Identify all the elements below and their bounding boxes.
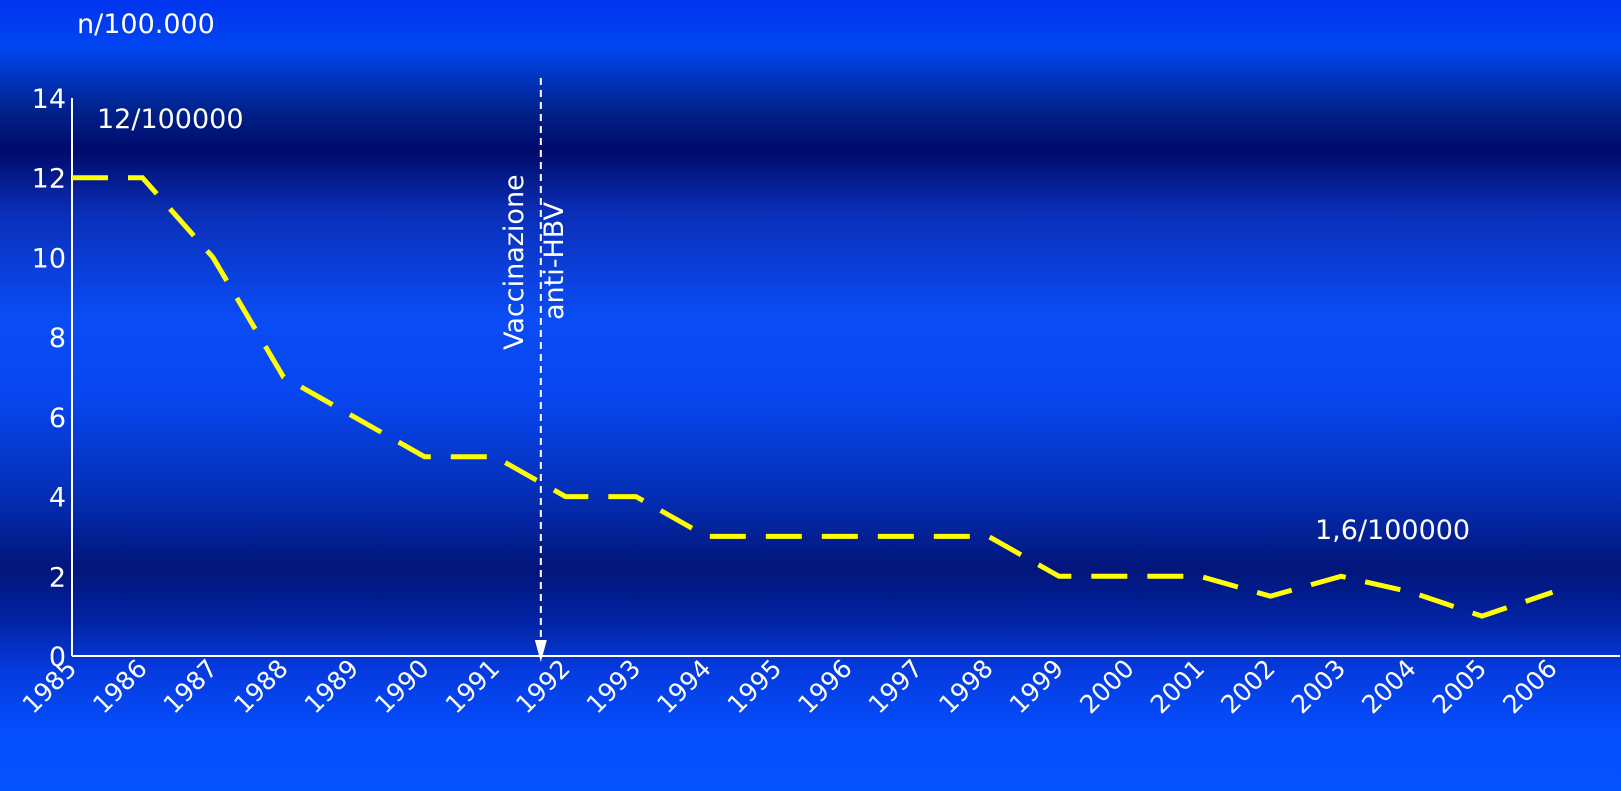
x-tick-label: 2006 bbox=[1497, 654, 1562, 719]
vaccination-marker: Vaccinazione anti-HBV bbox=[499, 78, 570, 662]
x-tick-label: 1993 bbox=[581, 654, 646, 719]
x-tick-label: 1998 bbox=[933, 654, 998, 719]
end-value-label: 1,6/100000 bbox=[1315, 515, 1470, 546]
x-tick-label: 1987 bbox=[158, 654, 223, 719]
start-value-label: 12/100000 bbox=[97, 104, 244, 135]
x-tick-label: 2001 bbox=[1145, 654, 1210, 719]
x-tick-label: 2003 bbox=[1286, 654, 1351, 719]
x-tick-label: 2002 bbox=[1215, 654, 1280, 719]
x-tick-label: 2004 bbox=[1356, 654, 1421, 719]
x-tick-label: 1995 bbox=[722, 654, 787, 719]
x-tick-label: 1994 bbox=[651, 654, 716, 719]
x-tick-label: 1992 bbox=[510, 654, 575, 719]
y-tick-label: 2 bbox=[49, 562, 66, 593]
x-tick-label: 1986 bbox=[87, 654, 152, 719]
x-tick-label: 2005 bbox=[1427, 654, 1492, 719]
y-tick-label: 4 bbox=[49, 483, 66, 514]
y-tick-label: 0 bbox=[49, 642, 66, 673]
x-axis-ticks: 1985 1986 1987 1988 1989 1990 1991 1992 1993 1994… bbox=[17, 654, 1563, 719]
x-tick-label: 1996 bbox=[792, 654, 857, 719]
x-tick-label: 1989 bbox=[299, 654, 364, 719]
y-tick-label: 14 bbox=[32, 84, 66, 115]
y-axis-ticks: 0 2 4 6 8 10 12 14 bbox=[32, 84, 66, 673]
y-tick-label: 10 bbox=[32, 243, 66, 274]
x-tick-label: 1999 bbox=[1004, 654, 1069, 719]
y-tick-label: 6 bbox=[49, 403, 66, 434]
y-tick-label: 12 bbox=[32, 164, 66, 195]
vaccination-label-line-2: anti-HBV bbox=[539, 202, 570, 320]
series-group bbox=[71, 175, 1554, 619]
x-tick-label: 1988 bbox=[228, 654, 293, 719]
x-tick-label: 2000 bbox=[1074, 654, 1139, 719]
vaccination-arrow-icon bbox=[534, 640, 547, 662]
x-tick-label: 1991 bbox=[440, 654, 505, 719]
x-tick-label: 1997 bbox=[863, 654, 928, 719]
x-tick-label: 1990 bbox=[369, 654, 434, 719]
series-line bbox=[72, 175, 1554, 619]
vaccination-label-line-1: Vaccinazione bbox=[499, 174, 530, 350]
y-axis-label: n/100.000 bbox=[77, 9, 215, 40]
y-tick-label: 8 bbox=[49, 323, 66, 354]
